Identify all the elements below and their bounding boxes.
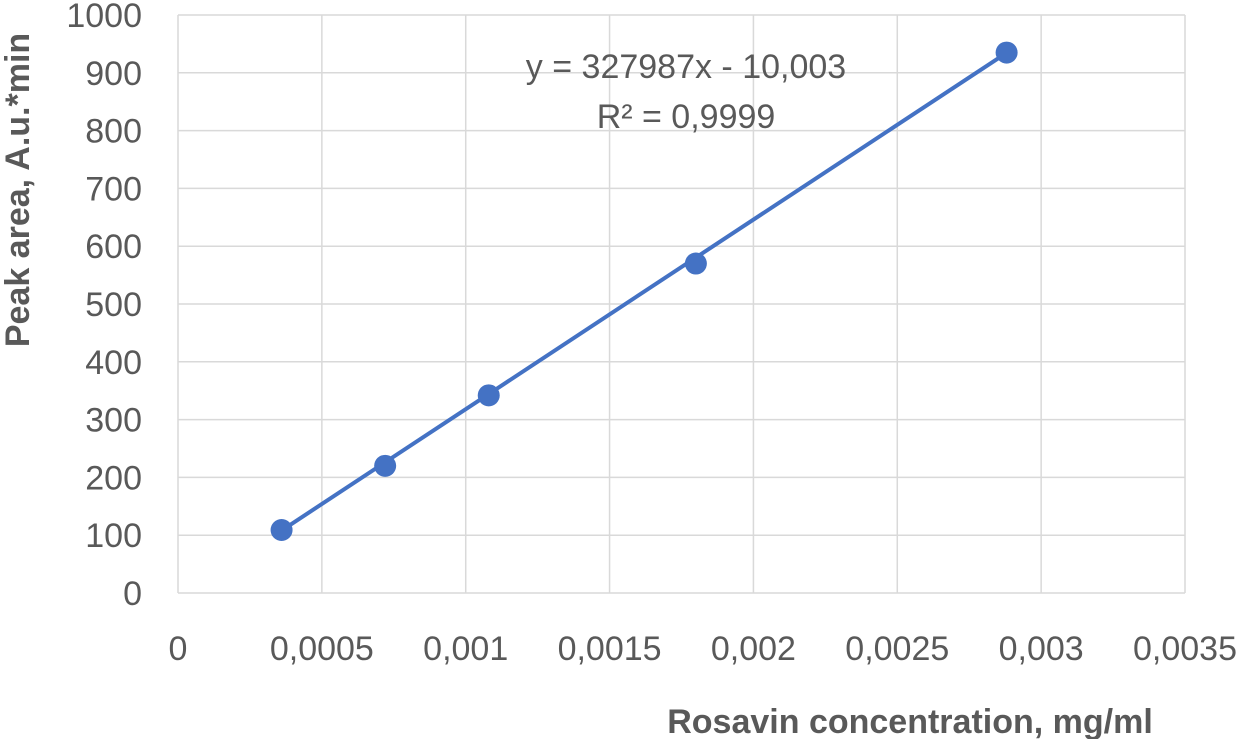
data-point	[684, 252, 707, 275]
x-tick-label: 0,0035	[1133, 630, 1237, 668]
y-tick-label: 300	[85, 402, 142, 440]
x-tick-label: 0,0025	[845, 630, 949, 668]
data-point	[270, 518, 293, 541]
x-tick-label: 0,001	[423, 630, 508, 668]
x-tick-label: 0,002	[711, 630, 796, 668]
y-tick-label: 100	[85, 517, 142, 555]
y-tick-label: 500	[85, 286, 142, 324]
data-point	[477, 384, 500, 407]
y-tick-label: 400	[85, 344, 142, 382]
x-tick-label: 0,0005	[270, 630, 374, 668]
r-squared-label: R² = 0,9999	[597, 98, 776, 136]
gridlines	[177, 14, 1186, 594]
x-tick-label: 0,003	[999, 630, 1084, 668]
y-tick-label: 800	[85, 113, 142, 151]
y-tick-labels: 0 100 200 300 400 500 600 700 800 900 1000	[66, 0, 142, 613]
y-tick-label: 600	[85, 228, 142, 266]
data-points	[270, 41, 1018, 541]
trendline	[279, 50, 1009, 533]
y-tick-label: 0	[123, 575, 142, 613]
y-tick-label: 200	[85, 459, 142, 497]
x-axis-title: Rosavin concentration, mg/ml	[667, 703, 1153, 739]
trendline-equation: y = 327987x - 10,003	[526, 48, 846, 86]
y-tick-label: 900	[85, 55, 142, 93]
y-axis-title: Peak area, A.u.*min	[0, 33, 37, 347]
x-tick-label: 0,0015	[558, 630, 662, 668]
data-point	[374, 454, 397, 477]
y-tick-label: 1000	[66, 0, 142, 35]
y-tick-label: 700	[85, 170, 142, 208]
trendline-layer	[279, 50, 1009, 533]
x-tick-label: 0	[169, 630, 188, 668]
x-tick-labels: 0 0,0005 0,001 0,0015 0,002 0,0025 0,003 0,0035	[169, 630, 1237, 668]
data-point	[995, 41, 1018, 64]
